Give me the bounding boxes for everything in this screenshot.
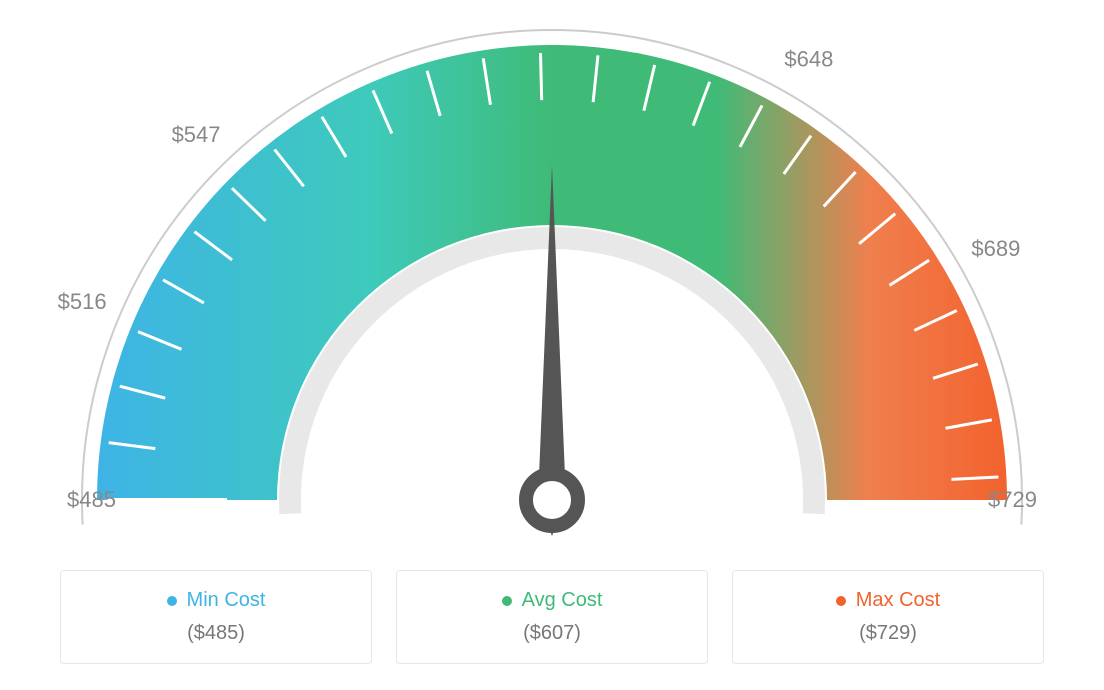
legend-min-dot	[167, 596, 177, 606]
legend: Min Cost ($485) Avg Cost ($607) Max Cost…	[0, 570, 1104, 664]
legend-min-value: ($485)	[61, 622, 371, 645]
legend-max-value: ($729)	[733, 622, 1043, 645]
gauge-tick-label: $729	[988, 487, 1037, 512]
gauge-tick-label: $485	[67, 487, 116, 512]
legend-max-label: Max Cost	[856, 589, 940, 612]
gauge-tick-label: $648	[784, 46, 833, 71]
legend-avg-dot	[502, 596, 512, 606]
legend-avg: Avg Cost ($607)	[396, 570, 708, 664]
gauge-tick-label: $547	[172, 122, 221, 147]
cost-gauge-chart: $485$516$547$607$648$689$729	[0, 0, 1104, 560]
legend-min: Min Cost ($485)	[60, 570, 372, 664]
gauge-needle-hub	[526, 474, 578, 526]
gauge-tick-label: $689	[971, 236, 1020, 261]
legend-min-label: Min Cost	[187, 589, 266, 612]
legend-avg-value: ($607)	[397, 622, 707, 645]
legend-avg-label: Avg Cost	[522, 589, 603, 612]
gauge-tick-label: $516	[58, 289, 107, 314]
legend-max: Max Cost ($729)	[732, 570, 1044, 664]
legend-max-dot	[836, 596, 846, 606]
gauge-svg: $485$516$547$607$648$689$729	[0, 0, 1104, 560]
gauge-tick-minor	[540, 53, 541, 100]
